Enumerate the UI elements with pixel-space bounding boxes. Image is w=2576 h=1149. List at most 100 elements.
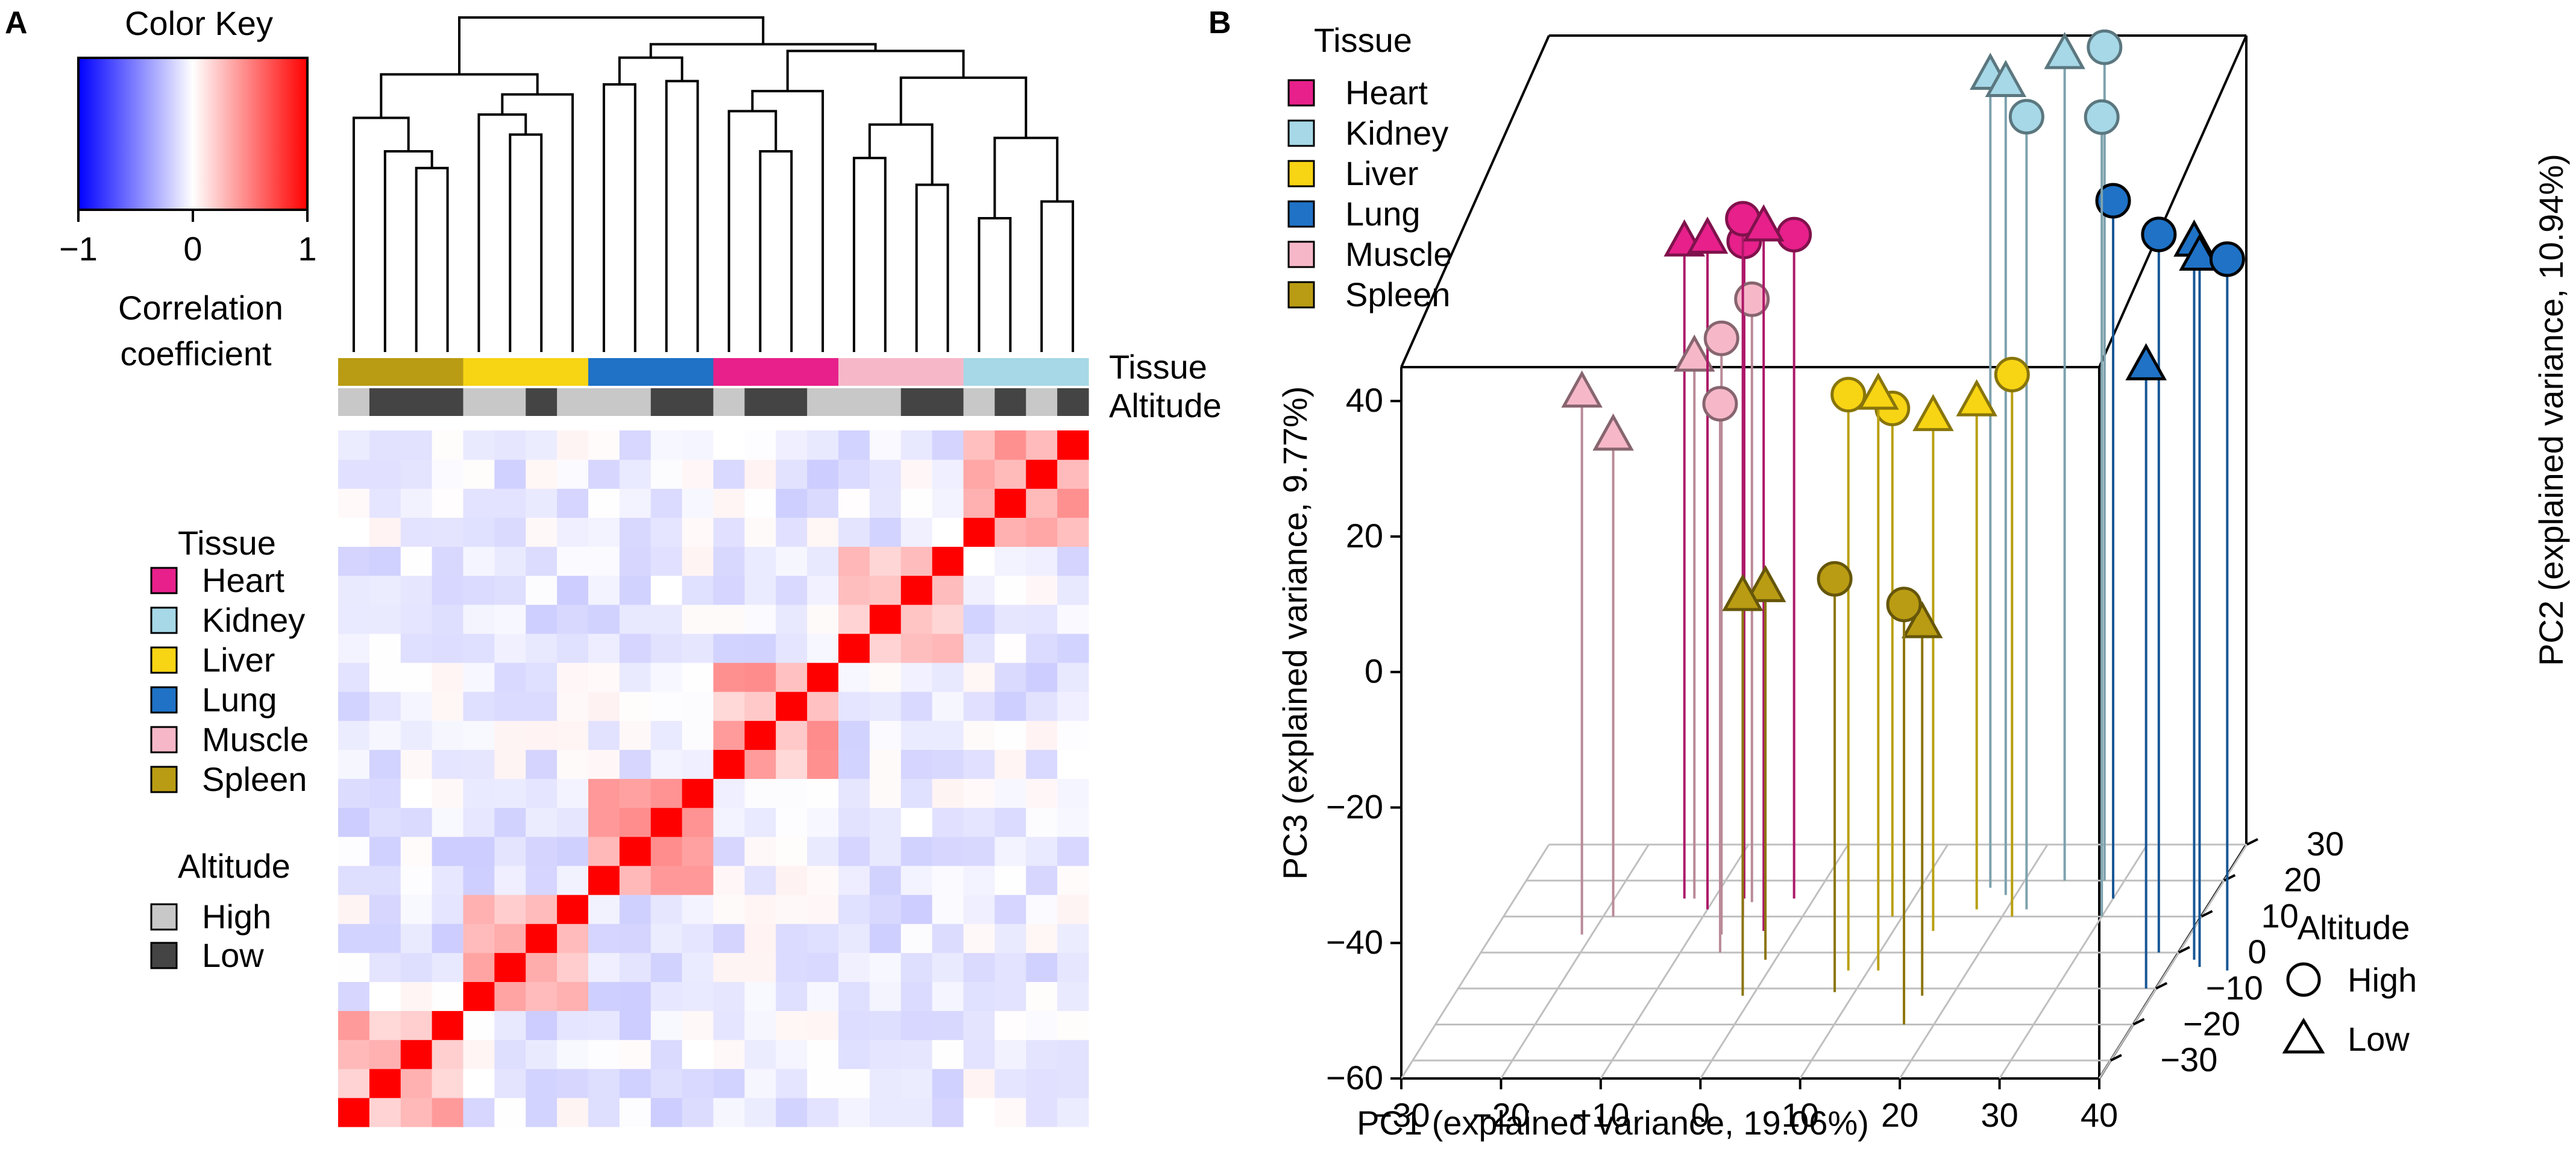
heatmap-cell: [526, 924, 558, 953]
heatmap-cell: [588, 663, 620, 692]
heatmap-cell: [682, 1039, 714, 1069]
heatmap-cell: [932, 546, 964, 576]
heatmap-cell: [338, 778, 370, 808]
heatmap-cell: [682, 575, 714, 605]
altitude-annotation-cell: [713, 388, 745, 416]
x-tick-label: 0: [1691, 1096, 1710, 1134]
heatmap-cell: [994, 1010, 1026, 1040]
heatmap-cell: [994, 865, 1026, 895]
altitude-annotation-cell: [650, 388, 683, 416]
heatmap-cell: [400, 807, 433, 837]
heatmap-cell: [619, 749, 652, 779]
legend-b-tissue-title: Tissue: [1314, 21, 1412, 59]
heatmap-cell: [494, 1068, 526, 1098]
floor-grid-line: [1999, 844, 2148, 1079]
heatmap-cell: [682, 633, 714, 663]
heatmap-cell: [526, 517, 558, 547]
heatmap-cell: [900, 575, 933, 605]
heatmap-cell: [369, 836, 401, 866]
heatmap-cell: [713, 720, 745, 750]
heatmap-cell: [932, 488, 964, 518]
heatmap-cell: [1057, 488, 1089, 518]
heatmap-cell: [494, 749, 526, 779]
heatmap-cell: [526, 604, 558, 634]
heatmap-cell: [963, 836, 995, 866]
heatmap-cell: [1057, 749, 1089, 779]
heatmap-cell: [932, 430, 964, 460]
heatmap-cell: [494, 836, 526, 866]
heatmap-cell: [994, 430, 1026, 460]
heatmap-cell: [807, 924, 839, 953]
heatmap-cell: [713, 895, 745, 924]
legend-b-altitude-items: High Low: [2282, 961, 2417, 1058]
heatmap-cell: [432, 663, 464, 692]
plot-box: [1400, 34, 2248, 1080]
heatmap-cell: [994, 1097, 1026, 1127]
heatmap-cell: [869, 865, 902, 895]
heatmap-cell: [963, 720, 995, 750]
legend-b-altitude-title: Altitude: [2298, 908, 2410, 946]
heatmap-cell: [1026, 459, 1058, 489]
heatmap-cell: [650, 546, 683, 576]
heatmap-cell: [744, 865, 776, 895]
heatmap-cell: [619, 517, 652, 547]
heatmap-cell: [526, 749, 558, 779]
legend-b-tissue-label: Heart: [1345, 74, 1428, 112]
heatmap-cell: [900, 691, 933, 721]
heatmap-cell: [463, 459, 495, 489]
legend-b-altitude-label: Low: [2348, 1020, 2410, 1058]
legend-b-circle-marker: [2286, 962, 2321, 997]
heatmap-cell: [494, 663, 526, 692]
heatmap-cell: [1026, 488, 1058, 518]
heatmap-cell: [432, 459, 464, 489]
heatmap-cell: [807, 1039, 839, 1069]
heatmap-cell: [1057, 546, 1089, 576]
heatmap-cell: [900, 720, 933, 750]
y-tick-label: 30: [2307, 825, 2344, 863]
heatmap-cell: [619, 459, 652, 489]
heatmap-cell: [369, 633, 401, 663]
x-tick-label: −10: [1572, 1096, 1629, 1134]
heatmap-cell: [776, 430, 808, 460]
legend-b-swatch: [1287, 79, 1315, 107]
heatmap-cell: [744, 691, 776, 721]
heatmap-cell: [900, 1010, 933, 1040]
heatmap-cell: [776, 459, 808, 489]
heatmap-cell: [650, 1097, 683, 1127]
plot-box-edge: [1400, 35, 1550, 368]
annotation-label-altitude: Altitude: [1109, 386, 1222, 424]
heatmap-cell: [713, 459, 745, 489]
point-marker-low: [2044, 31, 2085, 69]
dendrogram-branch: [915, 183, 949, 352]
heatmap-cell: [682, 1097, 714, 1127]
heatmap-cell: [869, 575, 902, 605]
heatmap-cell: [338, 895, 370, 924]
heatmap-cell: [463, 1010, 495, 1040]
dendrogram-branch: [415, 166, 449, 352]
point-marker-high: [1817, 561, 1853, 597]
heatmap-cell: [1026, 865, 1058, 895]
heatmap-cell: [994, 749, 1026, 779]
heatmap-cell: [744, 807, 776, 837]
heatmap-cell: [463, 778, 495, 808]
heatmap-cell: [682, 720, 714, 750]
heatmap-cell: [650, 720, 683, 750]
heatmap-cell: [369, 1068, 401, 1098]
heatmap-cell: [1057, 807, 1089, 837]
heatmap-cell: [432, 488, 464, 518]
heatmap-cell: [650, 749, 683, 779]
heatmap-cell: [994, 459, 1026, 489]
panel-b-label: B: [1208, 5, 1231, 40]
heatmap-cell: [838, 807, 870, 837]
heatmap-cell: [369, 488, 401, 518]
heatmap-cell: [526, 459, 558, 489]
heatmap-cell: [338, 924, 370, 953]
heatmap-cell: [776, 778, 808, 808]
point-marker-low: [1744, 565, 1786, 602]
z-tick-label: 20: [1346, 517, 1383, 555]
heatmap-cell: [619, 430, 652, 460]
color-key: Color Key −1 0 1 Correlation coefficient: [59, 4, 317, 373]
point-marker-high: [2084, 99, 2120, 135]
heatmap-cell: [494, 430, 526, 460]
